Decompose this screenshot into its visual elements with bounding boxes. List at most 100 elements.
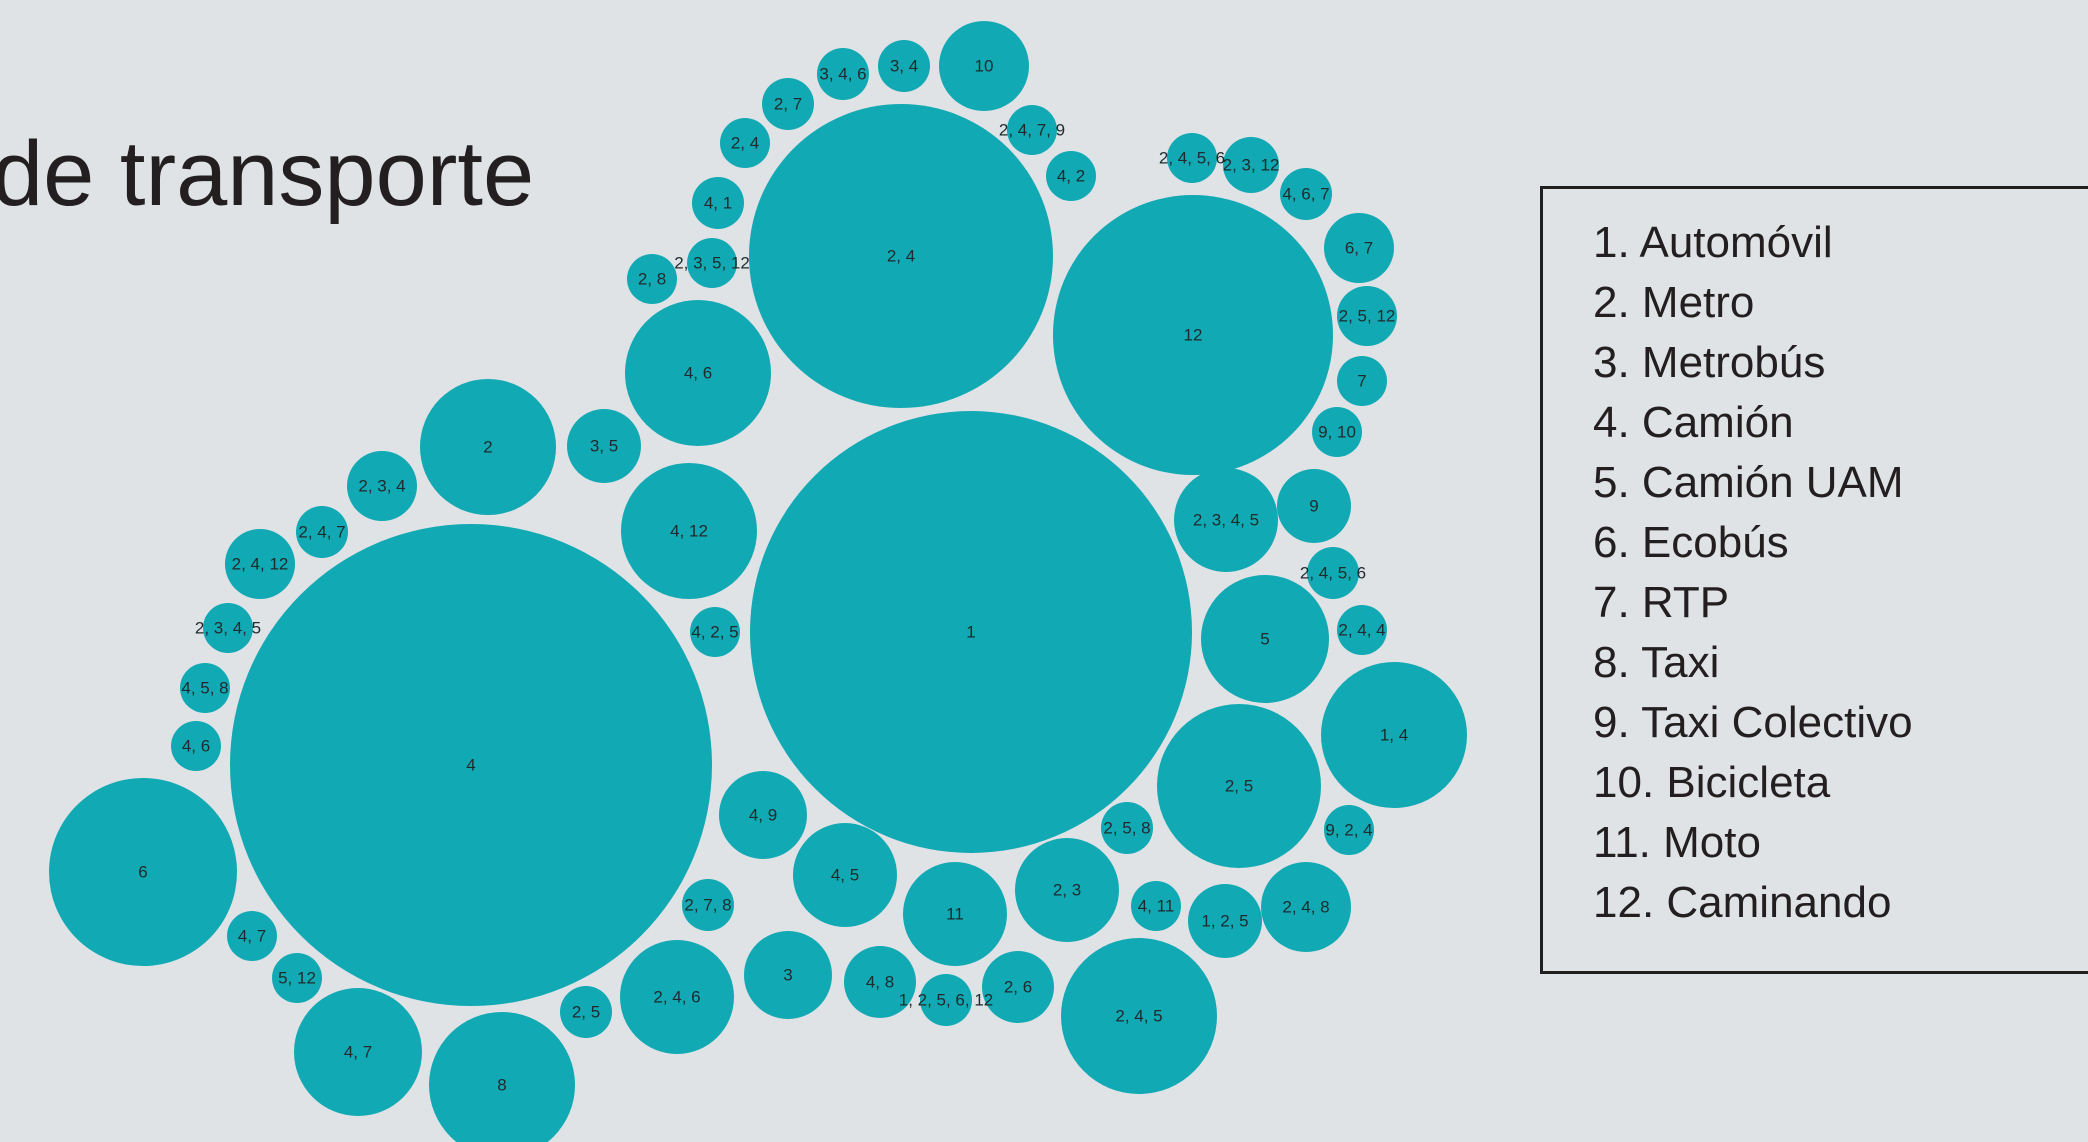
bubble xyxy=(1277,469,1351,543)
bubble-label: 2, 4, 7 xyxy=(298,523,345,542)
bubble xyxy=(620,940,734,1054)
bubble-label: 2, 3, 5, 12 xyxy=(674,254,750,273)
bubble-label: 5, 12 xyxy=(278,969,316,988)
legend-item: 3. Metrobús xyxy=(1593,338,1826,387)
bubble-label: 4, 2 xyxy=(1057,167,1085,186)
bubble xyxy=(1188,884,1262,958)
bubble xyxy=(1312,407,1362,457)
bubble-label: 4, 7 xyxy=(344,1043,372,1062)
bubble xyxy=(227,911,277,961)
legend-item: 4. Camión xyxy=(1593,398,1794,447)
bubble-label: 4, 8 xyxy=(866,973,894,992)
bubble xyxy=(1324,213,1394,283)
bubble-label: 2, 3 xyxy=(1053,881,1081,900)
bubble xyxy=(1337,356,1387,406)
legend-box: 1. Automóvil 2. Metro 3. Metrobús 4. Cam… xyxy=(1540,186,2088,974)
bubble xyxy=(272,953,322,1003)
bubble xyxy=(939,21,1029,111)
bubble xyxy=(1015,838,1119,942)
bubble xyxy=(203,603,253,653)
bubble-label: 2, 4, 5, 6 xyxy=(1300,564,1366,583)
bubble xyxy=(750,411,1192,853)
bubble xyxy=(692,177,744,229)
bubble xyxy=(230,524,712,1006)
bubble-label: 4, 11 xyxy=(1138,897,1175,916)
legend-item: 5. Camión UAM xyxy=(1593,458,1904,507)
bubble xyxy=(1321,662,1467,808)
bubble xyxy=(567,409,641,483)
bubble-label: 4, 1 xyxy=(704,194,732,213)
bubble xyxy=(560,986,612,1038)
bubble xyxy=(1201,575,1329,703)
bubble-label: 4, 6 xyxy=(684,364,712,383)
bubble-label: 2, 3, 12 xyxy=(1223,156,1280,175)
bubble xyxy=(225,529,295,599)
bubble-label: 2, 4, 4 xyxy=(1338,621,1385,640)
bubble-label: 2, 7 xyxy=(774,95,802,114)
bubble xyxy=(1007,105,1057,155)
bubble-label: 2, 4 xyxy=(887,247,915,266)
bubble xyxy=(1337,605,1387,655)
legend-item: 8. Taxi xyxy=(1593,638,1720,687)
bubble xyxy=(296,506,348,558)
bubble xyxy=(1157,704,1321,868)
legend-item: 12. Caminando xyxy=(1593,878,1892,927)
bubble-label: 2, 6 xyxy=(1004,978,1032,997)
bubble-label: 2, 4, 8 xyxy=(1282,898,1329,917)
bubble-label: 2, 3, 4, 5 xyxy=(195,619,261,638)
bubble xyxy=(621,463,757,599)
bubble-label: 2, 4, 7, 9 xyxy=(999,121,1065,140)
bubble-label: 1, 2, 5, 6, 12 xyxy=(899,991,994,1010)
bubble xyxy=(793,823,897,927)
bubble-label: 7 xyxy=(1357,372,1366,391)
bubble xyxy=(1261,862,1351,952)
bubble xyxy=(1053,195,1333,475)
bubble xyxy=(171,721,221,771)
bubble xyxy=(1061,938,1217,1094)
bubble-label: 3, 4, 6 xyxy=(819,65,866,84)
bubble-label: 4, 9 xyxy=(749,806,777,825)
bubble-label: 3 xyxy=(783,966,792,985)
bubble-label: 1 xyxy=(966,623,975,642)
bubble-label: 2, 4, 5, 6 xyxy=(1159,149,1225,168)
bubble xyxy=(744,931,832,1019)
bubble xyxy=(1324,805,1374,855)
bubble-label: 4, 5 xyxy=(831,866,859,885)
bubble-label: 2, 8 xyxy=(638,270,666,289)
bubble xyxy=(903,862,1007,966)
bubble-label: 2, 4, 12 xyxy=(232,555,289,574)
bubble xyxy=(762,78,814,130)
bubble xyxy=(720,118,770,168)
bubble-label: 2, 3, 4 xyxy=(358,477,405,496)
bubble-label: 4, 6, 7 xyxy=(1282,185,1329,204)
bubble xyxy=(294,988,422,1116)
bubble xyxy=(682,879,734,931)
bubble-label: 3, 5 xyxy=(590,437,618,456)
legend-item: 7. RTP xyxy=(1593,578,1730,627)
bubble-label: 2, 5, 8 xyxy=(1103,819,1150,838)
legend-item: 2. Metro xyxy=(1593,278,1755,327)
bubble xyxy=(1223,137,1279,193)
bubble xyxy=(625,300,771,446)
bubble-label: 4, 5, 8 xyxy=(181,679,228,698)
bubble xyxy=(1131,881,1181,931)
bubble-label: 4, 7 xyxy=(238,927,266,946)
bubble xyxy=(687,238,737,288)
bubble xyxy=(749,104,1053,408)
bubble xyxy=(690,607,740,657)
bubble-label: 9, 2, 4 xyxy=(1325,821,1372,840)
bubble-label: 6 xyxy=(138,863,147,882)
bubble xyxy=(1307,547,1359,599)
bubble-label: 2, 5 xyxy=(572,1003,600,1022)
bubble xyxy=(719,771,807,859)
bubble-label: 11 xyxy=(946,905,964,924)
bubble xyxy=(49,778,237,966)
bubble-label: 4, 6 xyxy=(182,737,210,756)
bubble-label: 2 xyxy=(483,438,492,457)
slide-title: de transporte xyxy=(0,123,535,225)
bubble-label: 6, 7 xyxy=(1345,239,1373,258)
bubble-label: 4, 12 xyxy=(670,522,708,541)
bubble-label: 12 xyxy=(1184,326,1203,345)
bubble-label: 5 xyxy=(1260,630,1269,649)
